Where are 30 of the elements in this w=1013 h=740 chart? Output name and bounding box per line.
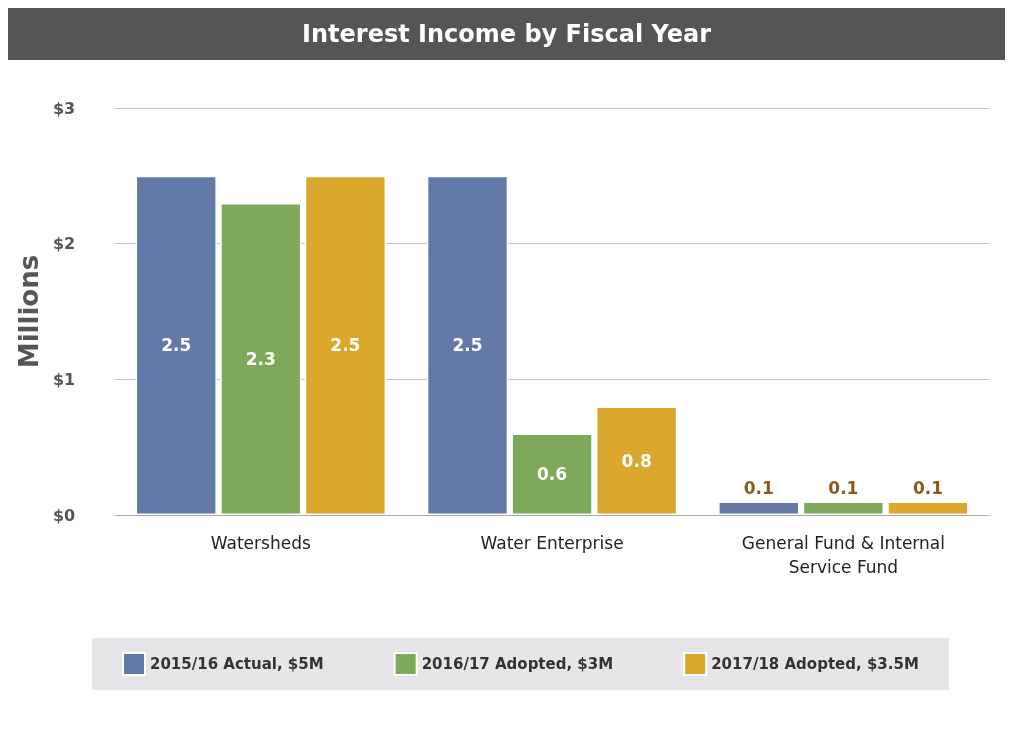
data-label: 2.5 [452,335,483,356]
legend-label: 2017/18 Adopted, $3.5M [711,655,919,673]
bar [426,175,509,515]
x-tick-label: Water Enterprise [480,533,624,553]
bar [718,501,800,515]
data-label: 2.3 [245,348,276,369]
data-label: 2.5 [330,335,361,356]
x-tick-label: Watersheds [210,533,311,553]
y-tick-label: $1 [52,369,76,389]
y-tick-label: $2 [52,234,76,254]
legend-label: 2016/17 Adopted, $3M [421,655,614,673]
data-label: 0.1 [828,477,859,498]
legend-label: 2015/16 Actual, $5M [150,655,324,673]
y-tick-label: $3 [52,98,76,118]
bar [135,175,217,515]
x-tick-label: General Fund & Internal Service Fund [741,533,945,577]
data-label: 0.6 [537,464,568,485]
y-axis-title: Millions [14,254,44,369]
data-label: 0.8 [621,450,652,471]
bar [802,501,885,515]
bar [511,433,593,515]
bar [596,406,678,515]
bar [304,175,387,515]
y-tick-label: $0 [52,505,76,525]
bar [220,202,302,515]
data-label: 2.5 [161,335,192,356]
chart-title: Interest Income by Fiscal Year [8,8,1005,60]
data-label: 0.1 [743,477,774,498]
bar [887,501,969,515]
data-label: 0.1 [912,477,944,498]
